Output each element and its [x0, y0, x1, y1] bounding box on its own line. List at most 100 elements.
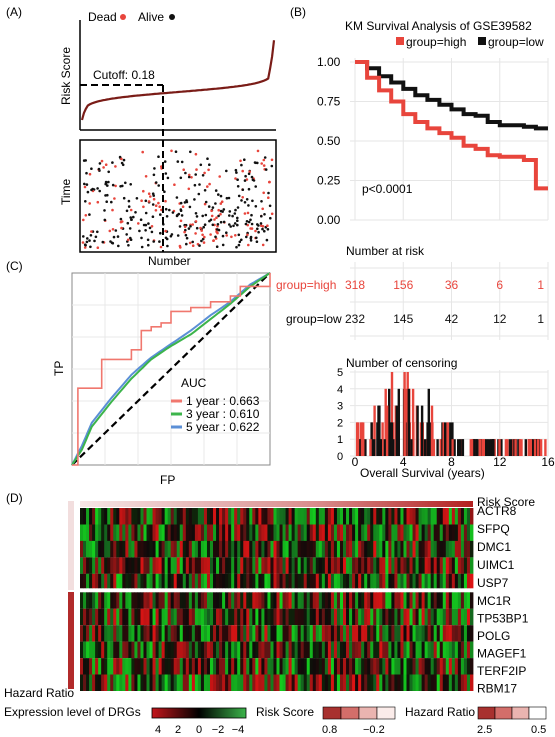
- heatmap-cell: [445, 540, 450, 558]
- heatmap-cell: [358, 524, 362, 541]
- heatmap-cell: [451, 608, 456, 626]
- heatmap-cell: [80, 608, 84, 626]
- heatmap-cell: [312, 658, 317, 675]
- scatter-point: [164, 207, 168, 211]
- km-grid: [350, 58, 549, 221]
- heatmap-cell: [182, 540, 187, 558]
- scatter-point: [244, 174, 247, 178]
- panel-label-d: (D): [6, 491, 23, 505]
- scatter-point: [254, 236, 258, 240]
- heatmap-cell: [418, 641, 422, 659]
- heatmap-cell: [382, 608, 386, 626]
- heatmap-cell: [188, 508, 193, 525]
- heatmap-cell: [285, 674, 289, 691]
- heatmap-cell: [104, 540, 108, 558]
- censor-bar: [537, 439, 540, 456]
- heatmap-cell: [451, 573, 456, 589]
- heatmap-cell: [116, 674, 120, 691]
- heatmap-cell: [349, 608, 353, 626]
- heatmap-cell: [219, 658, 223, 675]
- heatmap-cell: [427, 674, 432, 691]
- censor-bar: [385, 405, 389, 456]
- heatmap-cell: [364, 674, 368, 691]
- heatmap-cell: [176, 540, 181, 558]
- scatter-point: [240, 163, 243, 167]
- heatmap-cell: [291, 592, 296, 609]
- heatmap-cell: [152, 658, 156, 675]
- heatmap-cell: [255, 508, 259, 525]
- heatmap-cell: [216, 592, 220, 609]
- scatter-point: [261, 243, 265, 247]
- heatmap-cell: [291, 674, 296, 691]
- heatmap-cell: [460, 658, 465, 675]
- heatmap-cell: [231, 608, 235, 626]
- heatmap-cell: [237, 592, 241, 609]
- heatmap-cell: [442, 592, 447, 609]
- heatmap-cell: [361, 557, 365, 574]
- heatmap-cell: [173, 592, 178, 609]
- heatmap-cell: [128, 592, 132, 609]
- scatter-point: [251, 178, 255, 182]
- heatmap-cell: [146, 625, 150, 642]
- scatter-point: [194, 173, 197, 176]
- heatmap-cell: [309, 608, 314, 626]
- heatmap-row-labels: Risk ScoreACTR8SFPQDMC1UIMC1USP7MC1RTP53…: [477, 495, 535, 696]
- heatmap-cell: [176, 508, 181, 525]
- censor-bar: [407, 388, 410, 456]
- scatter-point: [164, 199, 167, 203]
- heatmap-cell: [234, 573, 238, 589]
- heatmap-cell: [131, 658, 135, 675]
- heatmap-cell: [234, 674, 238, 691]
- heatmap-cell: [400, 540, 404, 558]
- heatmap-cell: [140, 508, 144, 525]
- heatmap-cell: [370, 557, 374, 574]
- heatmap-cell: [146, 641, 150, 659]
- heatmap-cell: [346, 592, 350, 609]
- scatter-point: [88, 213, 91, 216]
- heatmap-cell: [89, 573, 93, 589]
- heatmap-cell: [182, 608, 187, 626]
- heatmap-cell: [291, 641, 296, 659]
- heatmap-cell: [206, 674, 211, 691]
- heatmap-cell: [343, 608, 347, 626]
- heatmap-cell: [330, 540, 335, 558]
- heatmap-cell: [83, 557, 87, 574]
- scatter-point: [254, 185, 257, 188]
- scatter-point: [107, 180, 110, 184]
- censor-bar: [490, 439, 493, 456]
- scatter-point: [219, 194, 223, 198]
- scatter-point: [142, 189, 145, 193]
- heatmap-cell: [228, 641, 232, 659]
- heatmap-cell: [237, 625, 241, 642]
- heatmap-cell: [364, 608, 368, 626]
- risk-row-low-label: group=low: [286, 312, 342, 326]
- heatmap-cell: [209, 658, 214, 675]
- heatmap-cell: [267, 592, 271, 609]
- heatmap-cell: [460, 592, 465, 609]
- heatmap-cell: [463, 557, 468, 574]
- scatter-point: [176, 234, 180, 237]
- heatmap-cell: [170, 674, 175, 691]
- heatmap-cell: [312, 641, 317, 659]
- heatmap-cell: [466, 658, 471, 675]
- heatmap-cell: [264, 641, 268, 659]
- heatmap-cell: [107, 573, 111, 589]
- heatmap-cell: [454, 625, 459, 642]
- scatter-point: [118, 155, 122, 159]
- heatmap-row-label: MC1R: [477, 594, 511, 608]
- heatmap-cell: [125, 608, 129, 626]
- heatmap-cell: [318, 641, 323, 659]
- heatmap-cell: [83, 573, 87, 589]
- heatmap-cell: [370, 658, 374, 675]
- heatmap-cell: [98, 573, 102, 589]
- heatmap-cell: [460, 608, 465, 626]
- heatmap-cell: [237, 557, 241, 574]
- heatmap-cell: [418, 625, 422, 642]
- heatmap-cell: [273, 592, 277, 609]
- heatmap-cell: [327, 641, 332, 659]
- heatmap-cell: [270, 573, 274, 589]
- heatmap-cell: [370, 508, 374, 525]
- heatmap-cell: [267, 540, 271, 558]
- scatter-point: [218, 175, 221, 178]
- heatmap-cell: [394, 524, 398, 541]
